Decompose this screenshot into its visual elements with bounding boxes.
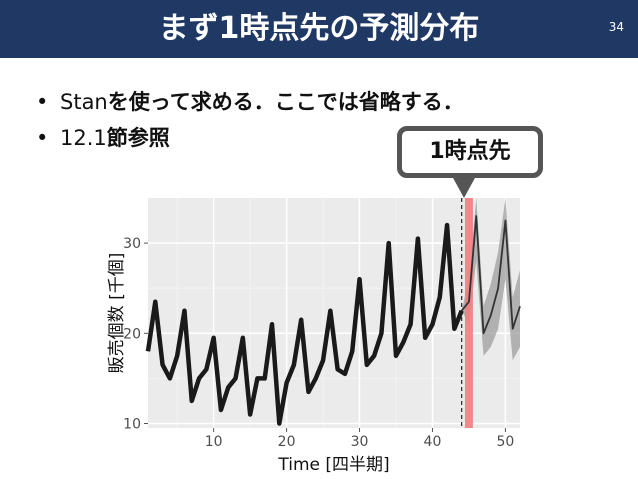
- x-tick-label: 30: [351, 434, 369, 450]
- bullet-item: • 12.1節参照: [36, 120, 464, 156]
- page-number: 34: [608, 20, 624, 34]
- plot-panel: [148, 198, 520, 428]
- x-tick-label: 10: [205, 434, 223, 450]
- bullet-list: • Stanを使って求める．ここでは省略する． • 12.1節参照: [36, 84, 464, 156]
- x-tick-label: 50: [496, 434, 514, 450]
- observed-series-line: [145, 222, 464, 426]
- bullet-dot-icon: •: [36, 90, 49, 114]
- slide-title: まず1時点先の予測分布: [158, 11, 480, 46]
- x-axis-label: Time [四半期]: [277, 455, 389, 475]
- bullet-text: 節参照: [106, 126, 170, 150]
- x-tick-label: 40: [424, 434, 442, 450]
- bullet-text: を使って求める．ここでは省略する．: [107, 90, 464, 114]
- y-tick-label: 30: [123, 236, 141, 252]
- x-tick-label: 20: [278, 434, 296, 450]
- forecast-median-line: [460, 215, 521, 335]
- bullet-prefix: 12.1: [60, 126, 107, 150]
- callout-pointer: [452, 176, 476, 198]
- bullet-dot-icon: •: [36, 126, 49, 150]
- title-bar: [0, 0, 638, 58]
- y-tick-label: 10: [123, 416, 141, 432]
- callout-box: 1時点先: [397, 126, 543, 178]
- bullet-prefix: Stan: [60, 90, 108, 114]
- bullet-item: • Stanを使って求める．ここでは省略する．: [36, 84, 464, 120]
- y-tick-label: 20: [123, 326, 141, 342]
- y-axis-label: 販売個数 [千個]: [107, 253, 127, 374]
- forecast-interval-band: [461, 198, 520, 361]
- one-step-highlight: [464, 198, 473, 428]
